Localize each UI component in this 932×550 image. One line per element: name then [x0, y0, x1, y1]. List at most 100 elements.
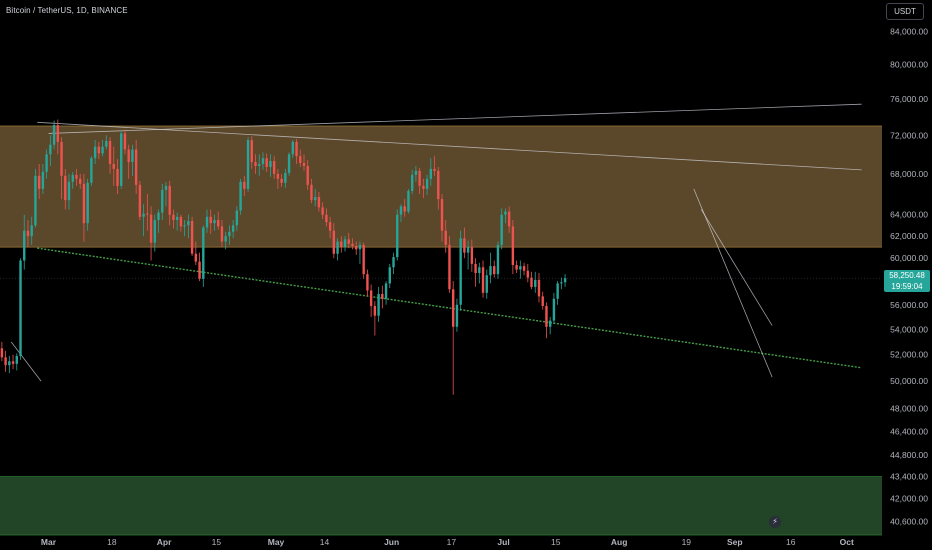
- candle-body-up: [258, 163, 261, 166]
- candle-body-up: [93, 146, 97, 159]
- candle-body-up: [101, 146, 104, 154]
- candle-body-down: [493, 266, 496, 275]
- candle-body-up: [313, 197, 317, 201]
- candle-body-down: [75, 174, 78, 179]
- candle-body-up: [466, 247, 470, 253]
- trendline: [700, 209, 773, 326]
- y-tick-label: 80,000.00: [890, 59, 928, 69]
- candle-body-up: [407, 190, 410, 212]
- candle-body-down: [78, 178, 82, 184]
- candle-body-down: [280, 178, 283, 183]
- candle-body-down: [418, 170, 421, 186]
- candle-body-up: [548, 320, 552, 327]
- candle-body-up: [336, 241, 339, 254]
- candle-body-up: [552, 298, 556, 321]
- candle-body-up: [269, 161, 272, 167]
- candle-body-down: [302, 163, 306, 166]
- support-zone: [0, 476, 882, 535]
- candle-body-up: [183, 225, 186, 227]
- candle-body-down: [116, 168, 119, 186]
- candle-body-up: [202, 227, 205, 279]
- lightning-bolt-icon[interactable]: ⚡: [769, 516, 781, 528]
- candle-body-up: [287, 154, 291, 173]
- support-trendline: [37, 247, 862, 369]
- candle-body-up: [358, 244, 362, 250]
- candle-body-down: [545, 305, 548, 327]
- candle-body-up: [120, 133, 123, 186]
- candle-body-down: [123, 133, 127, 150]
- candle-body-down: [56, 125, 60, 142]
- candle-body-down: [127, 149, 130, 163]
- candle-body-up: [235, 210, 239, 226]
- candle-body-up: [153, 220, 156, 243]
- candle-body-down: [250, 140, 253, 163]
- candle-body-up: [231, 225, 235, 232]
- candle-body-up: [205, 216, 209, 228]
- y-tick-label: 60,000.00: [890, 253, 928, 263]
- candle-body-up: [224, 236, 227, 242]
- candle-body-down: [321, 207, 324, 215]
- candle-body-down: [146, 213, 149, 215]
- x-tick-label: 15: [551, 537, 561, 547]
- candle-body-down: [0, 348, 4, 358]
- candle-body-up: [67, 181, 71, 201]
- trendline: [48, 103, 862, 134]
- candle-body-down: [220, 226, 224, 242]
- y-tick-label: 52,000.00: [890, 350, 928, 360]
- candle-body-down: [433, 168, 436, 171]
- y-tick-label: 56,000.00: [890, 300, 928, 310]
- y-tick-label: 40,600.00: [890, 517, 928, 527]
- candle-body-down: [217, 220, 220, 227]
- candle-body-down: [507, 211, 511, 227]
- candle-body-up: [30, 225, 33, 237]
- y-tick-label: 76,000.00: [890, 94, 928, 104]
- candle-body-down: [26, 230, 30, 237]
- candle-body-up: [19, 260, 22, 357]
- candle-body-down: [362, 244, 365, 275]
- candle-body-up: [459, 238, 462, 305]
- candle-body-down: [138, 184, 142, 217]
- candle-body-down: [172, 214, 175, 221]
- candle-body-up: [142, 213, 145, 217]
- candle-body-up: [105, 140, 108, 147]
- candle-body-down: [149, 214, 153, 243]
- candle-body-up: [500, 214, 503, 245]
- candle-body-down: [537, 279, 541, 297]
- x-tick-label: May: [268, 537, 285, 547]
- currency-button[interactable]: USDT: [886, 3, 924, 20]
- candle-body-down: [444, 230, 447, 245]
- candle-body-down: [422, 185, 425, 189]
- y-tick-label: 54,000.00: [890, 324, 928, 334]
- y-tick-label: 72,000.00: [890, 130, 928, 140]
- candle-body-up: [496, 244, 500, 275]
- candle-body-up: [343, 239, 347, 248]
- y-axis-labels: 84,000.00 80,000.00 76,000.00 72,000.00 68,0…: [890, 26, 928, 526]
- y-tick-label: 42,000.00: [890, 494, 928, 504]
- candle-body-up: [52, 125, 56, 145]
- candle-body-down: [64, 175, 67, 201]
- candle-body-up: [175, 216, 179, 221]
- candle-body-up: [228, 231, 231, 237]
- candle-body-up: [8, 361, 11, 366]
- last-price-value: 58,250.48: [884, 270, 930, 282]
- x-tick-label: Mar: [41, 537, 57, 547]
- candle-body-up: [414, 170, 418, 175]
- candle-body-up: [86, 182, 89, 224]
- candle-body-up: [563, 278, 567, 283]
- x-tick-label: 18: [107, 537, 117, 547]
- candle-body-up: [90, 158, 93, 183]
- y-tick-label: 43,400.00: [890, 472, 928, 482]
- y-tick-label: 64,000.00: [890, 210, 928, 220]
- candle-body-up: [504, 211, 507, 215]
- candle-body-down: [340, 241, 343, 248]
- x-tick-label: 17: [447, 537, 457, 547]
- candle-body-down: [272, 161, 276, 174]
- candle-body-down: [179, 216, 183, 227]
- candle-body-down: [437, 170, 440, 200]
- candle-body-up: [392, 257, 395, 268]
- candle-body-down: [474, 263, 477, 274]
- candle-body-down: [60, 141, 63, 176]
- candle-body-down: [112, 163, 115, 169]
- candle-body-up: [164, 185, 168, 190]
